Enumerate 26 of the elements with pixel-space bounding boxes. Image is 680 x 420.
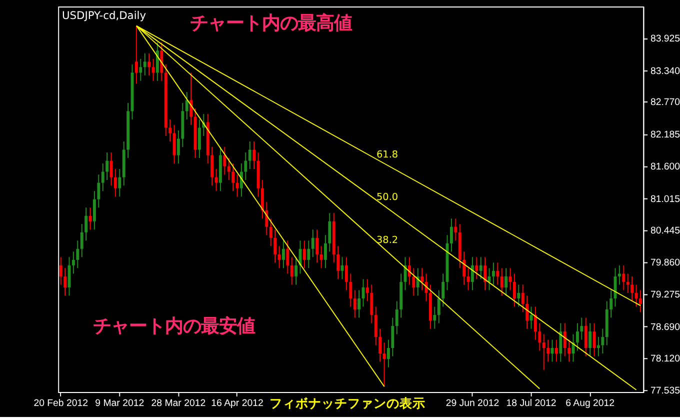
y-tick-label: 81.600 xyxy=(650,162,680,173)
x-tick-label: 20 Feb 2012 xyxy=(34,398,88,410)
y-tick-label: 80.445 xyxy=(650,225,680,236)
series-label: 61.8 xyxy=(376,150,398,161)
text: フィボナッチファンの表示 xyxy=(269,396,426,411)
y-tick-label: 79.275 xyxy=(650,290,680,301)
x-tick-label: 9 Mar 2012 xyxy=(95,398,144,410)
x-tick-label: 29 Jun 2012 xyxy=(446,398,500,410)
y-tick-label: 81.015 xyxy=(650,194,680,205)
y-tick-label: 82.770 xyxy=(650,97,680,108)
x-tick-label: 16 Apr 2012 xyxy=(211,398,264,410)
annotation: チャート内の最安値 xyxy=(92,316,255,338)
y-tick-label: 78.120 xyxy=(650,353,680,364)
y-tick-label: 78.690 xyxy=(650,322,680,333)
y-tick-label: 83.925 xyxy=(650,34,680,45)
y-tick-label: 79.860 xyxy=(650,257,680,268)
series-label: 50.0 xyxy=(376,192,398,204)
y-tick-label: 77.535 xyxy=(650,386,680,397)
chart-title: USDJPY-cd,Daily xyxy=(62,9,146,22)
y-tick-label: 83.340 xyxy=(650,66,680,77)
x-tick-label: 6 Aug 2012 xyxy=(566,398,615,410)
y-tick-label: 82.185 xyxy=(650,129,680,140)
x-tick-label: 18 Jul 2012 xyxy=(506,398,556,410)
series-label: 38.2 xyxy=(376,235,398,246)
annotation: チャート内の最高値 xyxy=(190,12,352,34)
x-tick-label: 28 Mar 2012 xyxy=(151,398,206,410)
